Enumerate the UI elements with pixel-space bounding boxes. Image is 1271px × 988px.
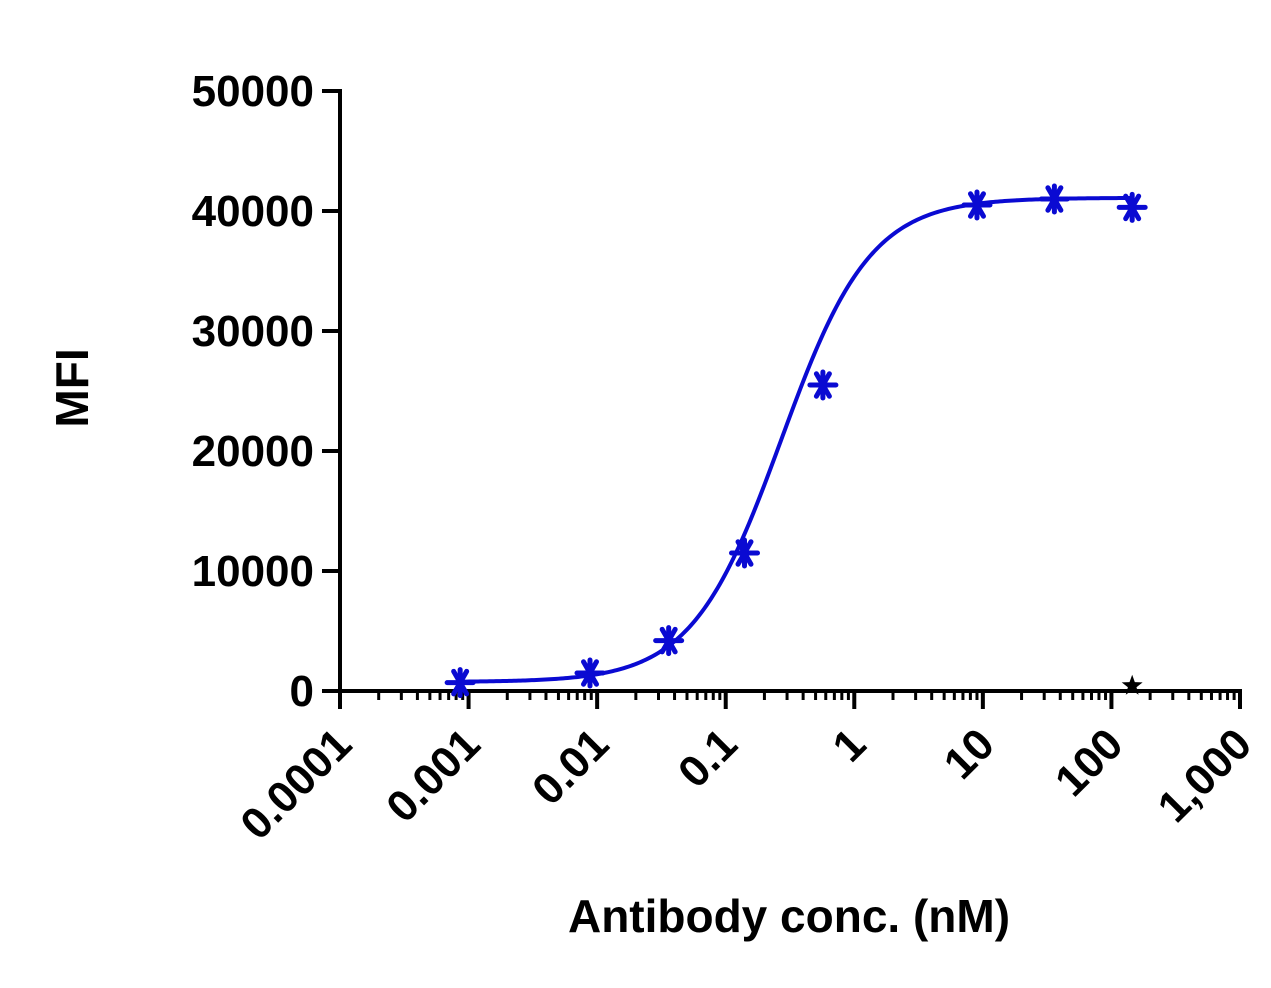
data-point	[1116, 191, 1148, 223]
data-point	[807, 369, 839, 401]
y-tick-label: 30000	[192, 307, 314, 356]
y-tick-label: 20000	[192, 427, 314, 476]
star-marker	[1121, 674, 1143, 695]
x-tick-label: 1,000	[1149, 719, 1262, 832]
x-tick-label: 0.01	[523, 719, 618, 814]
y-tick-label: 40000	[192, 187, 314, 236]
data-point	[961, 189, 993, 221]
data-point	[444, 667, 476, 699]
fit-curve	[460, 195, 1133, 684]
x-tick-label: 100	[1046, 719, 1133, 806]
x-axis: 0.0001 0.001 0.01 0.1 1 10 100 1,000	[231, 689, 1262, 849]
y-tick-label: 0	[290, 667, 314, 716]
x-tick-label: 0.001	[377, 719, 490, 832]
data-point	[653, 625, 685, 657]
plot-area	[444, 183, 1148, 699]
data-point	[729, 537, 761, 569]
y-tick-label: 10000	[192, 547, 314, 596]
y-axis-title: MFI	[46, 348, 98, 427]
x-tick-label: 0.0001	[231, 719, 361, 849]
data-point	[574, 657, 606, 689]
x-axis-title: Antibody conc. (nM)	[568, 890, 1010, 942]
x-tick-label: 1	[823, 719, 875, 771]
x-tick-label: 0.1	[669, 719, 747, 797]
x-tick-label: 10	[935, 719, 1004, 788]
y-axis: 0 10000 20000 30000 40000 50000	[192, 67, 342, 716]
data-point	[1038, 183, 1070, 215]
y-tick-label: 50000	[192, 67, 314, 116]
